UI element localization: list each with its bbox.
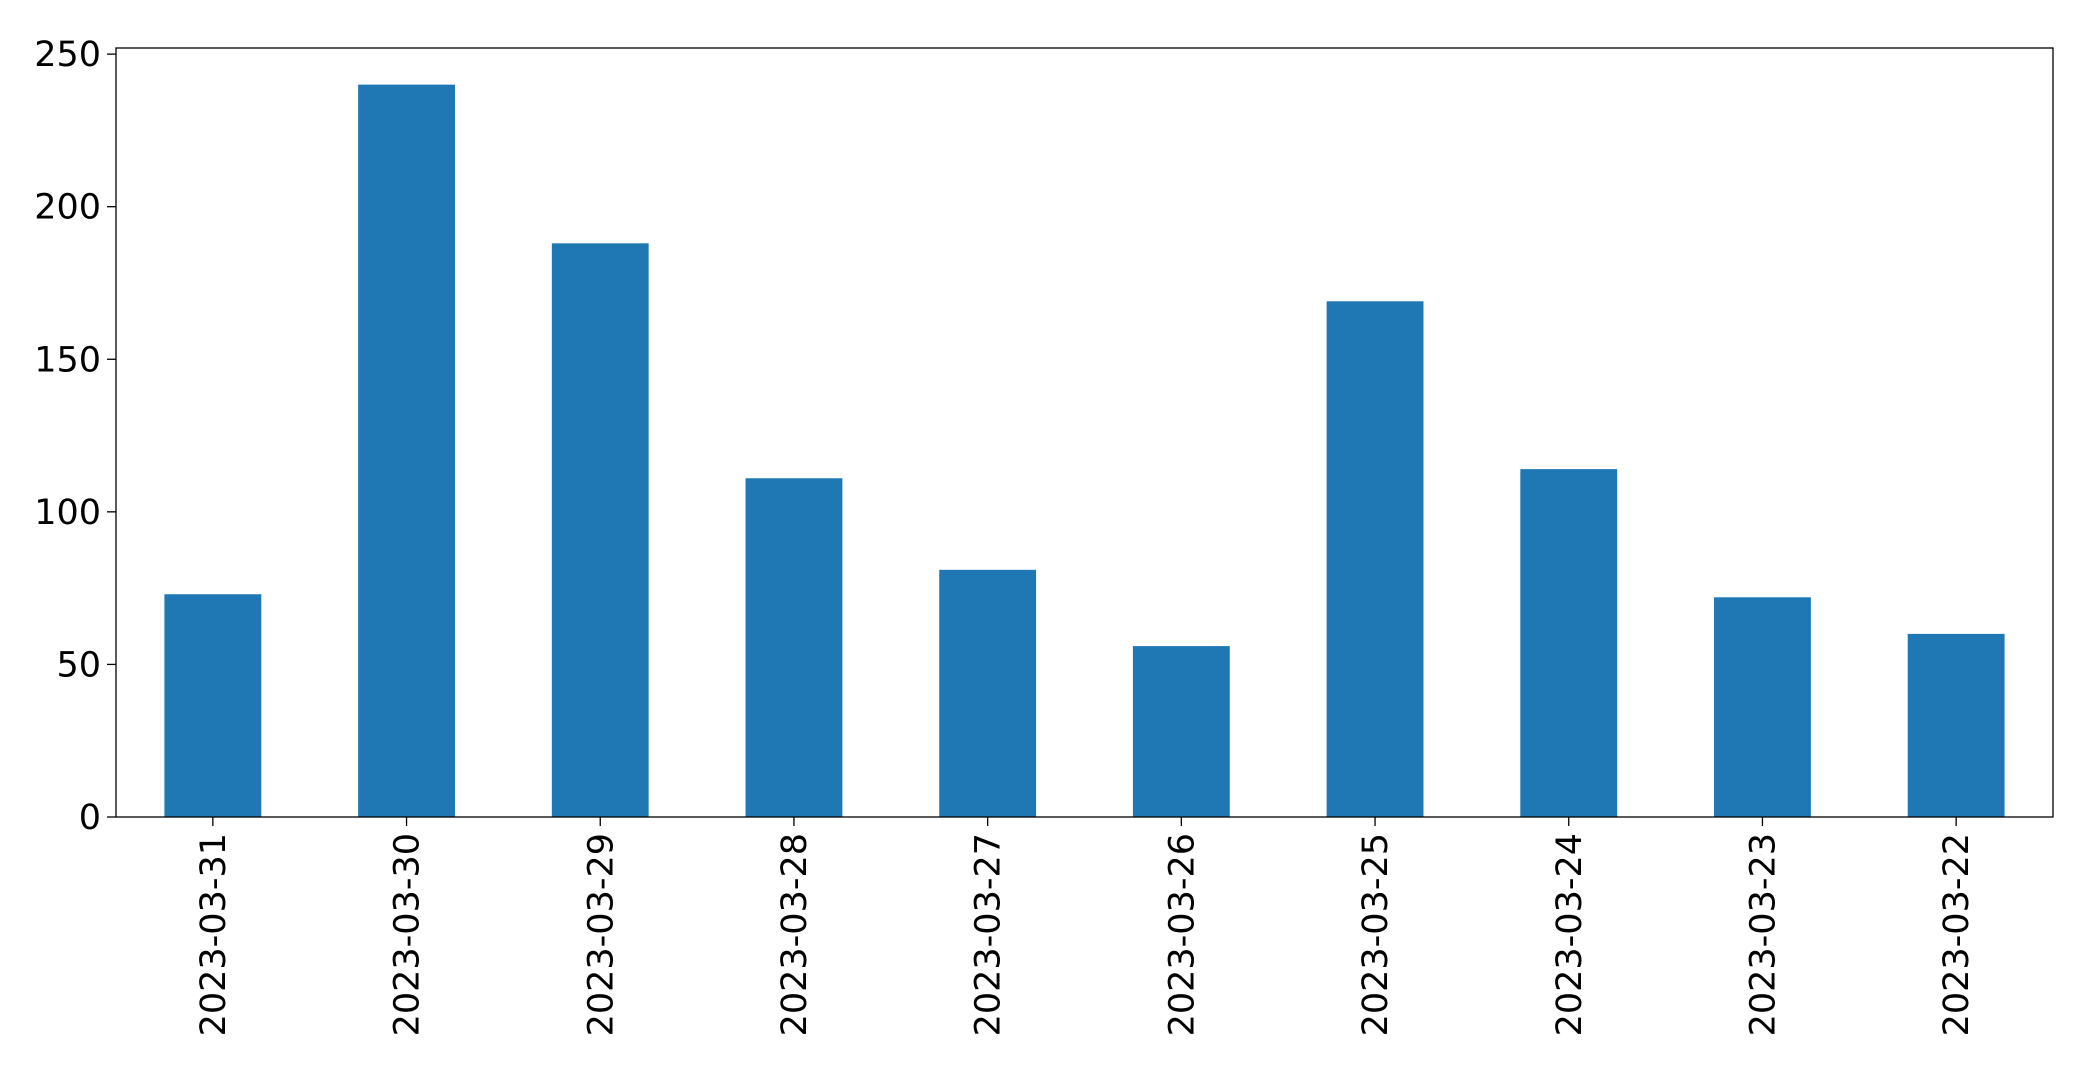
bar (1714, 597, 1811, 817)
bar (164, 594, 262, 817)
x-tick-label: 2023-03-30 (388, 833, 428, 1036)
y-tick-label: 250 (34, 35, 101, 75)
bar (1132, 646, 1230, 817)
bar (1907, 633, 2005, 817)
y-tick-label: 100 (34, 493, 101, 533)
bar (745, 478, 843, 817)
bar (1520, 469, 1618, 817)
x-tick-label: 2023-03-26 (1162, 833, 1202, 1036)
x-tick-label: 2023-03-27 (969, 833, 1009, 1036)
bar (1326, 301, 1424, 817)
x-tick-label: 2023-03-24 (1550, 833, 1590, 1036)
bar (358, 84, 455, 818)
plot-frame (115, 47, 2054, 818)
y-tick-label: 0 (79, 798, 101, 838)
y-tick-label: 200 (34, 188, 101, 228)
x-tick-label: 2023-03-22 (1937, 833, 1977, 1036)
x-tick-label: 2023-03-31 (194, 833, 234, 1036)
bar (939, 569, 1037, 817)
x-tick-label: 2023-03-28 (775, 833, 815, 1036)
bar (551, 243, 649, 818)
y-tick-label: 150 (34, 340, 101, 380)
x-tick-label: 2023-03-23 (1743, 833, 1783, 1036)
x-tick-label: 2023-03-25 (1356, 833, 1396, 1036)
y-tick-label: 50 (56, 645, 101, 685)
x-tick-label: 2023-03-29 (581, 833, 621, 1036)
